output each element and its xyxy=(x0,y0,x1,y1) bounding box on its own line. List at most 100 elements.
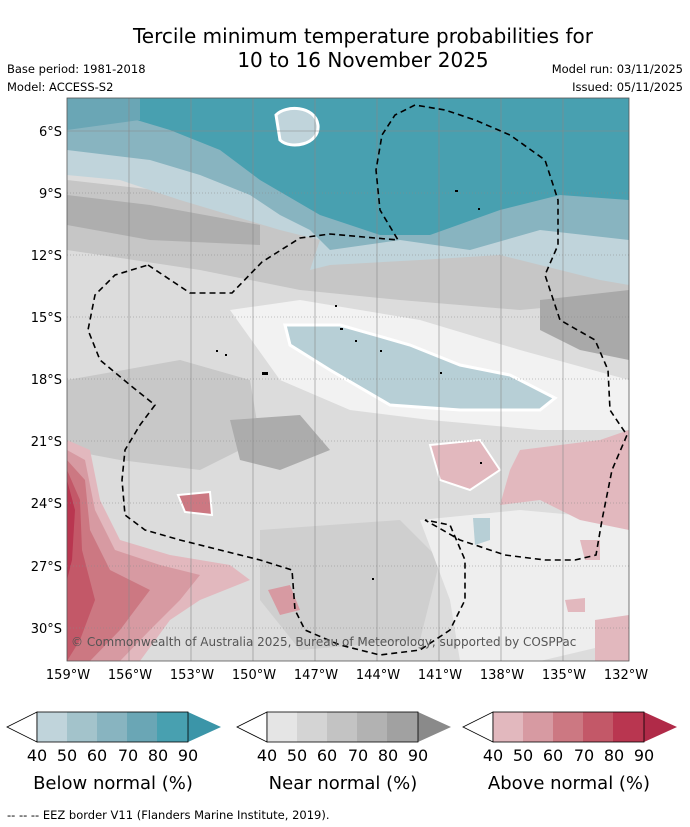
low-signal-southeast xyxy=(420,510,629,661)
above-normal-patch-7 xyxy=(268,585,300,615)
lat-label: 21°S xyxy=(31,435,62,450)
legend-swatch xyxy=(67,712,98,742)
lon-label: 144°W xyxy=(356,668,400,683)
lon-label: 138°W xyxy=(480,668,524,683)
legend-tick: 60 xyxy=(87,746,107,765)
near-normal-patch-east xyxy=(540,290,629,360)
islands xyxy=(216,190,482,580)
legend-ticks: 40 50 60 70 80 90 xyxy=(27,746,198,765)
legend-swatch xyxy=(327,712,358,742)
legend-swatch xyxy=(523,712,554,742)
model-name: Model: ACCESS-S2 xyxy=(7,80,114,94)
above-normal-patch-6 xyxy=(176,490,214,517)
legend-tick: 40 xyxy=(27,746,47,765)
legend-tick: 50 xyxy=(513,746,533,765)
legend-swatch xyxy=(613,712,644,742)
above-normal-patch-1 xyxy=(428,438,502,492)
lon-label: 150°W xyxy=(232,668,276,683)
legend-swatch xyxy=(97,712,128,742)
legend-tick: 50 xyxy=(287,746,307,765)
legend-tick: 40 xyxy=(483,746,503,765)
legend-above-label: Above normal (%) xyxy=(488,773,650,794)
near-normal-band-dark xyxy=(67,195,260,245)
lon-label: 132°W xyxy=(604,668,648,683)
lon-labels: 159°W 156°W 153°W 150°W 147°W 144°W 141°… xyxy=(46,668,648,683)
lat-labels: 6°S 9°S 12°S 15°S 18°S 21°S 24°S 27°S 30… xyxy=(31,125,62,637)
lon-label: 153°W xyxy=(170,668,214,683)
near-normal-patch-center xyxy=(230,415,330,470)
legend-swatch xyxy=(37,712,68,742)
legend-near: 40 50 60 70 80 90 Near normal (%) xyxy=(236,711,451,794)
legend-swatch xyxy=(553,712,584,742)
legend-swatch xyxy=(387,712,418,742)
legend-near-arrow-left xyxy=(236,711,268,743)
lat-label: 18°S xyxy=(31,373,62,388)
below-normal-small-patch xyxy=(473,518,490,545)
legend-near-label: Near normal (%) xyxy=(269,773,418,794)
legend-ticks: 40 50 60 70 80 90 xyxy=(483,746,654,765)
above-normal-patch-5 xyxy=(595,615,629,661)
legend-tick: 70 xyxy=(118,746,138,765)
copyright-notice: © Commonwealth of Australia 2025, Bureau… xyxy=(71,635,576,649)
below-normal-region-central xyxy=(283,323,558,412)
below-normal-80 xyxy=(67,98,140,130)
legend-panel: 40 50 60 70 80 90 Below normal (%) 40 50… xyxy=(6,711,677,794)
map-title: Tercile minimum temperature probabilitie… xyxy=(0,24,690,72)
issued-date: Issued: 05/11/2025 xyxy=(572,80,683,94)
lat-label: 15°S xyxy=(31,311,62,326)
legend-tick: 80 xyxy=(604,746,624,765)
legend-tick: 60 xyxy=(543,746,563,765)
lat-label: 27°S xyxy=(31,560,62,575)
probability-map: © Commonwealth of Australia 2025, Bureau… xyxy=(31,97,648,683)
legend-near-arrow-right xyxy=(418,712,451,742)
map-field: © Commonwealth of Australia 2025, Bureau… xyxy=(67,98,629,661)
below-normal-90 xyxy=(120,98,629,235)
legend-swatch xyxy=(357,712,388,742)
near-normal-patch-south xyxy=(260,520,440,650)
below-normal-island-patch xyxy=(274,106,320,147)
legend-tick: 50 xyxy=(57,746,77,765)
legend-tick: 90 xyxy=(634,746,654,765)
lon-label: 156°W xyxy=(108,668,152,683)
lat-label: 12°S xyxy=(31,249,62,264)
legend-below-label: Below normal (%) xyxy=(33,773,193,794)
gridlines xyxy=(67,98,629,661)
legend-swatch xyxy=(267,712,298,742)
legend-tick: 90 xyxy=(178,746,198,765)
legend-swatch xyxy=(127,712,158,742)
base-period: Base period: 1981-2018 xyxy=(7,62,146,76)
legend-below: 40 50 60 70 80 90 Below normal (%) xyxy=(6,711,221,794)
title-line-2: 10 to 16 November 2025 xyxy=(237,48,489,72)
lat-label: 9°S xyxy=(39,187,62,202)
lon-label: 135°W xyxy=(542,668,586,683)
above-normal-patch-2 xyxy=(500,430,629,530)
legend-below-arrow-right xyxy=(188,712,221,742)
eez-border-note: -- -- -- EEZ border V11 (Flanders Marine… xyxy=(7,808,330,822)
legend-above-arrow-left xyxy=(462,711,494,743)
above-normal-patch-4 xyxy=(565,598,585,612)
legend-ticks: 40 50 60 70 80 90 xyxy=(257,746,428,765)
legend-above: 40 50 60 70 80 90 Above normal (%) xyxy=(462,711,677,794)
lon-label: 159°W xyxy=(46,668,90,683)
legend-tick: 70 xyxy=(574,746,594,765)
legend-swatch xyxy=(493,712,524,742)
lat-label: 6°S xyxy=(39,125,62,140)
near-normal-patch-west xyxy=(67,360,260,470)
title-line-1: Tercile minimum temperature probabilitie… xyxy=(132,24,594,48)
above-normal-90 xyxy=(67,480,75,580)
model-run: Model run: 03/11/2025 xyxy=(551,62,683,76)
lat-label: 30°S xyxy=(31,622,62,637)
lon-label: 141°W xyxy=(418,668,462,683)
eez-border xyxy=(87,104,628,656)
lat-label: 24°S xyxy=(31,497,62,512)
legend-tick: 90 xyxy=(408,746,428,765)
lon-label: 147°W xyxy=(294,668,338,683)
legend-tick: 70 xyxy=(348,746,368,765)
legend-tick: 40 xyxy=(257,746,277,765)
legend-tick: 80 xyxy=(378,746,398,765)
legend-swatch xyxy=(157,712,188,742)
legend-below-arrow-left xyxy=(6,711,38,743)
map-frame xyxy=(66,97,630,662)
legend-swatch xyxy=(583,712,614,742)
legend-above-arrow-right xyxy=(644,712,677,742)
